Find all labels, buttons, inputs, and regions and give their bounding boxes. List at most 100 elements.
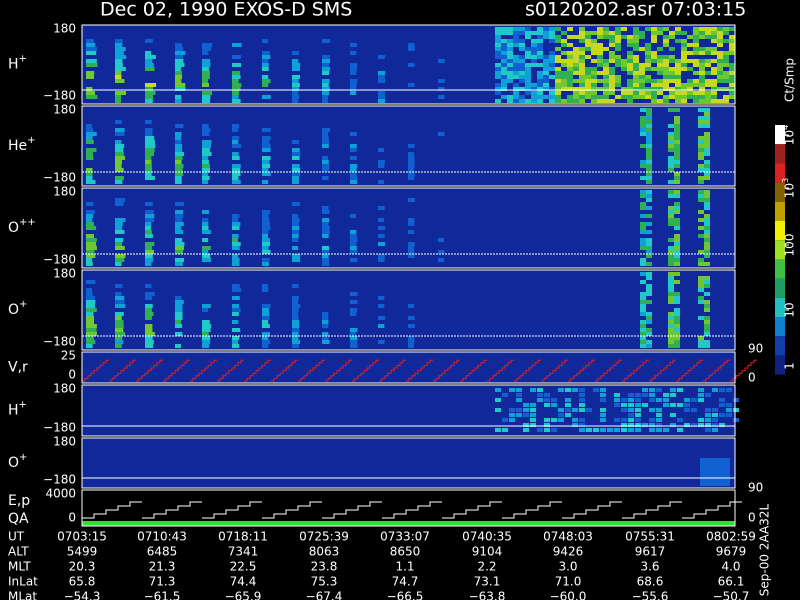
spectrogram-cell bbox=[262, 222, 271, 226]
spectrogram-cell bbox=[646, 198, 652, 202]
spectrogram-cell bbox=[572, 388, 578, 392]
spectrogram-cell bbox=[615, 79, 621, 83]
spectrogram-cell bbox=[350, 148, 357, 152]
spectrogram-cell bbox=[561, 43, 567, 47]
spectrogram-cell bbox=[350, 63, 358, 67]
spectrogram-cell bbox=[115, 128, 125, 132]
spectrogram-cell bbox=[649, 398, 655, 402]
spectrogram-cell bbox=[495, 39, 501, 43]
spectrogram-cell bbox=[145, 91, 156, 95]
spectrogram-cell bbox=[704, 218, 710, 222]
spectrogram-cell bbox=[668, 344, 674, 348]
spectrogram-cell bbox=[717, 27, 723, 31]
spectrogram-cell bbox=[558, 388, 564, 392]
spectrogram-cell bbox=[115, 226, 123, 230]
spectrogram-cell bbox=[579, 388, 585, 392]
spectrogram-cell bbox=[115, 164, 122, 168]
spectrogram-cell bbox=[668, 214, 674, 218]
colorbar-segment bbox=[775, 336, 785, 356]
spectrogram-cell bbox=[567, 71, 573, 75]
spectrogram-cell bbox=[668, 124, 674, 128]
spectrogram-cell bbox=[507, 43, 513, 47]
spectrogram-cell bbox=[646, 250, 652, 254]
spectrogram-cell bbox=[292, 180, 299, 184]
spectrogram-cell bbox=[531, 99, 537, 103]
spectrogram-cell bbox=[145, 176, 155, 180]
spectrogram-cell bbox=[706, 466, 712, 470]
spectrogram-cell bbox=[202, 250, 209, 254]
spectrogram-cell bbox=[262, 288, 269, 292]
spectrogram-cell bbox=[711, 35, 717, 39]
spectrogram-cell bbox=[202, 340, 211, 344]
panel-label: V,r bbox=[8, 360, 28, 376]
spectrogram-cell bbox=[700, 462, 706, 466]
spectrogram-cell bbox=[232, 262, 240, 266]
spectrogram-cell bbox=[597, 99, 603, 103]
spectrogram-cell bbox=[674, 176, 680, 180]
spectrogram-cell bbox=[86, 47, 97, 51]
spectrogram-cell bbox=[86, 202, 94, 206]
footer-value: 74.7 bbox=[392, 575, 419, 589]
spectrogram-cell bbox=[232, 156, 240, 160]
spectrogram-cell bbox=[537, 27, 543, 31]
footer-value: −61.5 bbox=[144, 590, 181, 600]
spectrogram-cell bbox=[145, 144, 156, 148]
colorbar-segment bbox=[775, 182, 785, 202]
spectrogram-cell bbox=[704, 144, 710, 148]
spectrogram-cell bbox=[668, 246, 674, 250]
spectrogram-cell bbox=[663, 99, 669, 103]
spectrogram-cell bbox=[726, 403, 732, 407]
spectrogram-cell bbox=[585, 95, 591, 99]
spectrogram-cell bbox=[262, 95, 271, 99]
spectrogram-cell bbox=[591, 43, 597, 47]
spectrogram-cell bbox=[698, 258, 704, 262]
spectrogram-cell bbox=[115, 300, 125, 304]
spectrogram-cell bbox=[646, 156, 652, 160]
spectrogram-cell bbox=[531, 63, 537, 67]
spectrogram-cell bbox=[262, 144, 271, 148]
spectrogram-cell bbox=[705, 408, 711, 412]
spectrogram-cell bbox=[663, 83, 669, 87]
energy-trace bbox=[82, 501, 742, 519]
spectrogram-cell bbox=[600, 398, 606, 402]
spectrogram-cell bbox=[322, 128, 331, 132]
spectrogram-cell bbox=[262, 332, 270, 336]
spectrogram-cell bbox=[495, 51, 501, 55]
spectrogram-cell bbox=[603, 91, 609, 95]
spectrogram-cell bbox=[704, 324, 710, 328]
footer-value: 23.8 bbox=[311, 560, 338, 574]
spectrogram-cell bbox=[565, 403, 571, 407]
colorbar-tick-exponent: 3 bbox=[781, 178, 790, 183]
spectrogram-cell bbox=[651, 51, 657, 55]
spectrogram-cell bbox=[350, 336, 358, 340]
spectrogram-cell bbox=[579, 59, 585, 63]
spectrogram-cell bbox=[145, 296, 153, 300]
spectrogram-cell bbox=[600, 418, 606, 422]
spectrogram-cell bbox=[232, 284, 240, 288]
spectrogram-cell bbox=[115, 344, 122, 348]
spectrogram-cell bbox=[615, 55, 621, 59]
spectrogram-cell bbox=[175, 172, 184, 176]
spectrogram-cell bbox=[711, 31, 717, 35]
spectrogram-cell bbox=[649, 388, 655, 392]
spectrogram-cell bbox=[698, 210, 704, 214]
spectrogram-cell bbox=[591, 79, 597, 83]
spectrogram-cell bbox=[635, 423, 641, 427]
footer-value: 3.0 bbox=[558, 560, 577, 574]
spectrogram-cell bbox=[640, 246, 646, 250]
spectrogram-cell bbox=[549, 55, 555, 59]
spectrogram-cell bbox=[674, 210, 680, 214]
spectrogram-cell bbox=[537, 71, 543, 75]
spectrogram-cell bbox=[733, 418, 739, 422]
spectrogram-cell bbox=[712, 458, 718, 462]
colorbar-segment bbox=[775, 144, 785, 164]
spectrogram-cell bbox=[627, 99, 633, 103]
spectrogram-cell bbox=[674, 222, 680, 226]
spectrogram-cell bbox=[645, 51, 651, 55]
spectrogram-cell bbox=[232, 214, 240, 218]
spectrogram-cell bbox=[561, 75, 567, 79]
spectrogram-cell bbox=[621, 418, 627, 422]
spectrogram-cell bbox=[145, 234, 153, 238]
spectrogram-cell bbox=[681, 67, 687, 71]
footer-value: 20.3 bbox=[69, 560, 96, 574]
